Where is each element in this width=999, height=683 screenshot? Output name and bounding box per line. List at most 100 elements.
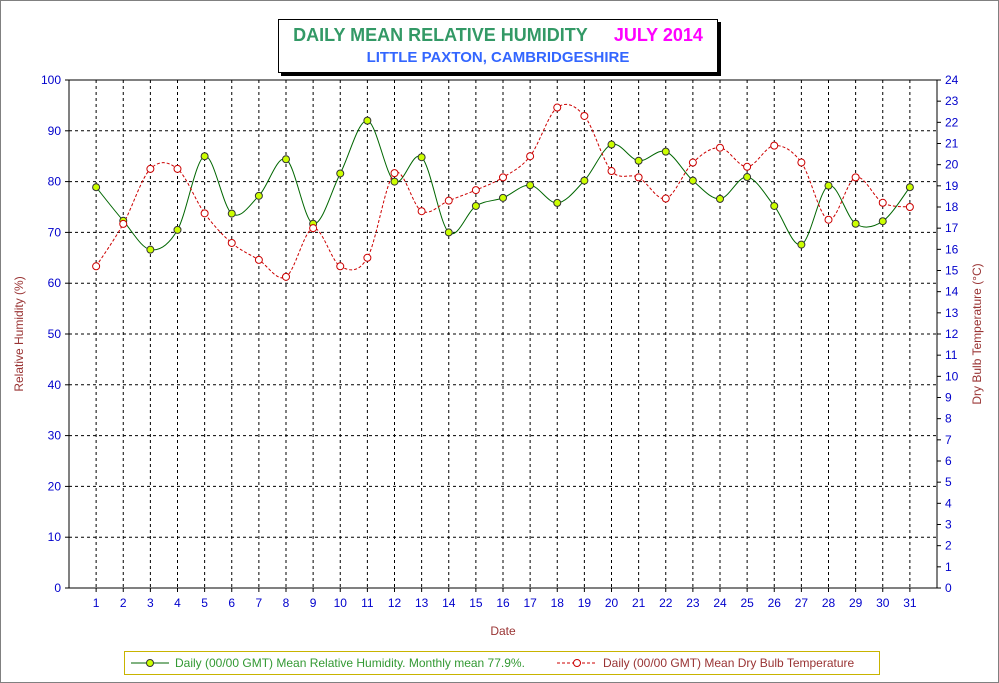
y-left-tick-label: 30 (48, 429, 62, 443)
humidity-point (743, 173, 752, 182)
x-tick-label: 1 (93, 596, 100, 610)
temperature-point (173, 164, 182, 173)
x-tick-label: 30 (876, 596, 890, 610)
y-left-tick-label: 40 (48, 378, 62, 392)
x-tick-label: 18 (551, 596, 565, 610)
y-right-tick-label: 20 (945, 158, 959, 172)
y-right-tick-label: 10 (945, 369, 959, 383)
humidity-point (417, 153, 426, 162)
y-right-tick-label: 6 (945, 454, 952, 468)
humidity-point (227, 209, 236, 218)
humidity-point (851, 219, 860, 228)
y-right-tick-label: 23 (945, 94, 959, 108)
x-tick-label: 13 (415, 596, 429, 610)
legend-humidity-marker (146, 659, 154, 667)
humidity-point (254, 191, 263, 200)
x-tick-label: 6 (228, 596, 235, 610)
humidity-point (200, 152, 209, 161)
y-left-tick-label: 20 (48, 479, 62, 493)
x-tick-label: 14 (442, 596, 456, 610)
y-axis-left-title: Relative Humidity (%) (12, 276, 26, 391)
axes-layer: 0102030405060708090100012345678910111213… (41, 73, 959, 610)
temperature-point (905, 203, 914, 211)
legend-temperature-marker (573, 659, 581, 667)
y-right-tick-label: 11 (945, 348, 958, 362)
temperature-point (553, 103, 562, 112)
temperature-point (851, 173, 860, 182)
x-tick-label: 15 (469, 596, 483, 610)
x-tick-label: 7 (256, 596, 263, 610)
y-right-tick-label: 12 (945, 327, 959, 341)
humidity-point (824, 181, 833, 190)
x-tick-label: 12 (388, 596, 402, 610)
temperature-point (499, 173, 507, 182)
temperature-point (363, 253, 372, 262)
temperature-point (878, 198, 887, 207)
humidity-point (716, 194, 724, 203)
humidity-point (390, 177, 399, 186)
legend-humidity-label: Daily (00/00 GMT) Mean Relative Humidity… (175, 656, 525, 670)
temperature-point (526, 152, 535, 161)
temperature-point (417, 207, 426, 216)
x-tick-label: 22 (659, 596, 673, 610)
humidity-point (580, 176, 589, 185)
y-right-tick-label: 24 (945, 73, 959, 87)
temperature-point (770, 141, 779, 150)
x-tick-label: 31 (903, 596, 917, 610)
x-tick-label: 28 (822, 596, 836, 610)
y-axis-right-title: Dry Bulb Temperature (°C) (970, 263, 984, 404)
temperature-point (634, 173, 643, 182)
humidity-point (905, 183, 914, 192)
series-layer (92, 103, 914, 281)
y-right-tick-label: 5 (945, 475, 952, 489)
y-left-tick-label: 80 (48, 175, 62, 189)
y-left-tick-label: 90 (48, 124, 62, 138)
legend: Daily (00/00 GMT) Mean Relative Humidity… (124, 651, 880, 675)
temperature-point (824, 215, 833, 224)
temperature-point (254, 255, 263, 264)
temperature-point (119, 219, 128, 228)
y-right-tick-label: 15 (945, 264, 959, 278)
temperature-point (146, 164, 155, 173)
y-right-tick-label: 8 (945, 412, 952, 426)
x-tick-label: 19 (578, 596, 592, 610)
temperature-point (336, 262, 345, 271)
temperature-point (390, 169, 399, 178)
humidity-point (282, 155, 290, 164)
y-right-tick-label: 16 (945, 242, 959, 256)
y-right-tick-label: 1 (945, 560, 952, 574)
y-right-tick-label: 7 (945, 433, 952, 447)
y-right-tick-label: 2 (945, 539, 952, 553)
x-tick-label: 11 (361, 596, 374, 610)
x-tick-label: 25 (740, 596, 754, 610)
humidity-point (336, 169, 345, 178)
x-tick-label: 24 (713, 596, 727, 610)
y-right-tick-label: 22 (945, 115, 959, 129)
temperature-point (444, 196, 453, 205)
humidity-point (526, 181, 535, 190)
x-tick-label: 5 (201, 596, 208, 610)
chart-subtitle: LITTLE PAXTON, CAMBRIDGESHIRE (366, 49, 630, 66)
grid-layer (69, 80, 937, 588)
chart-title: DAILY MEAN RELATIVE HUMIDITY (293, 25, 588, 45)
temperature-point (743, 162, 752, 171)
y-left-tick-label: 0 (54, 581, 61, 595)
temperature-point (92, 262, 101, 271)
x-tick-label: 2 (120, 596, 127, 610)
y-left-tick-label: 70 (48, 225, 62, 239)
humidity-point (146, 245, 155, 254)
humidity-point (797, 240, 806, 249)
y-left-tick-label: 60 (48, 276, 62, 290)
humidity-point (634, 156, 643, 165)
x-tick-label: 21 (632, 596, 646, 610)
y-left-tick-label: 10 (48, 530, 62, 544)
y-right-tick-label: 4 (945, 496, 952, 510)
y-left-tick-label: 50 (48, 327, 62, 341)
y-right-tick-label: 21 (945, 137, 959, 151)
humidity-point (363, 116, 372, 125)
humidity-point (499, 193, 507, 202)
x-tick-label: 9 (310, 596, 317, 610)
y-right-tick-label: 14 (945, 285, 959, 299)
humidity-point (92, 183, 101, 192)
